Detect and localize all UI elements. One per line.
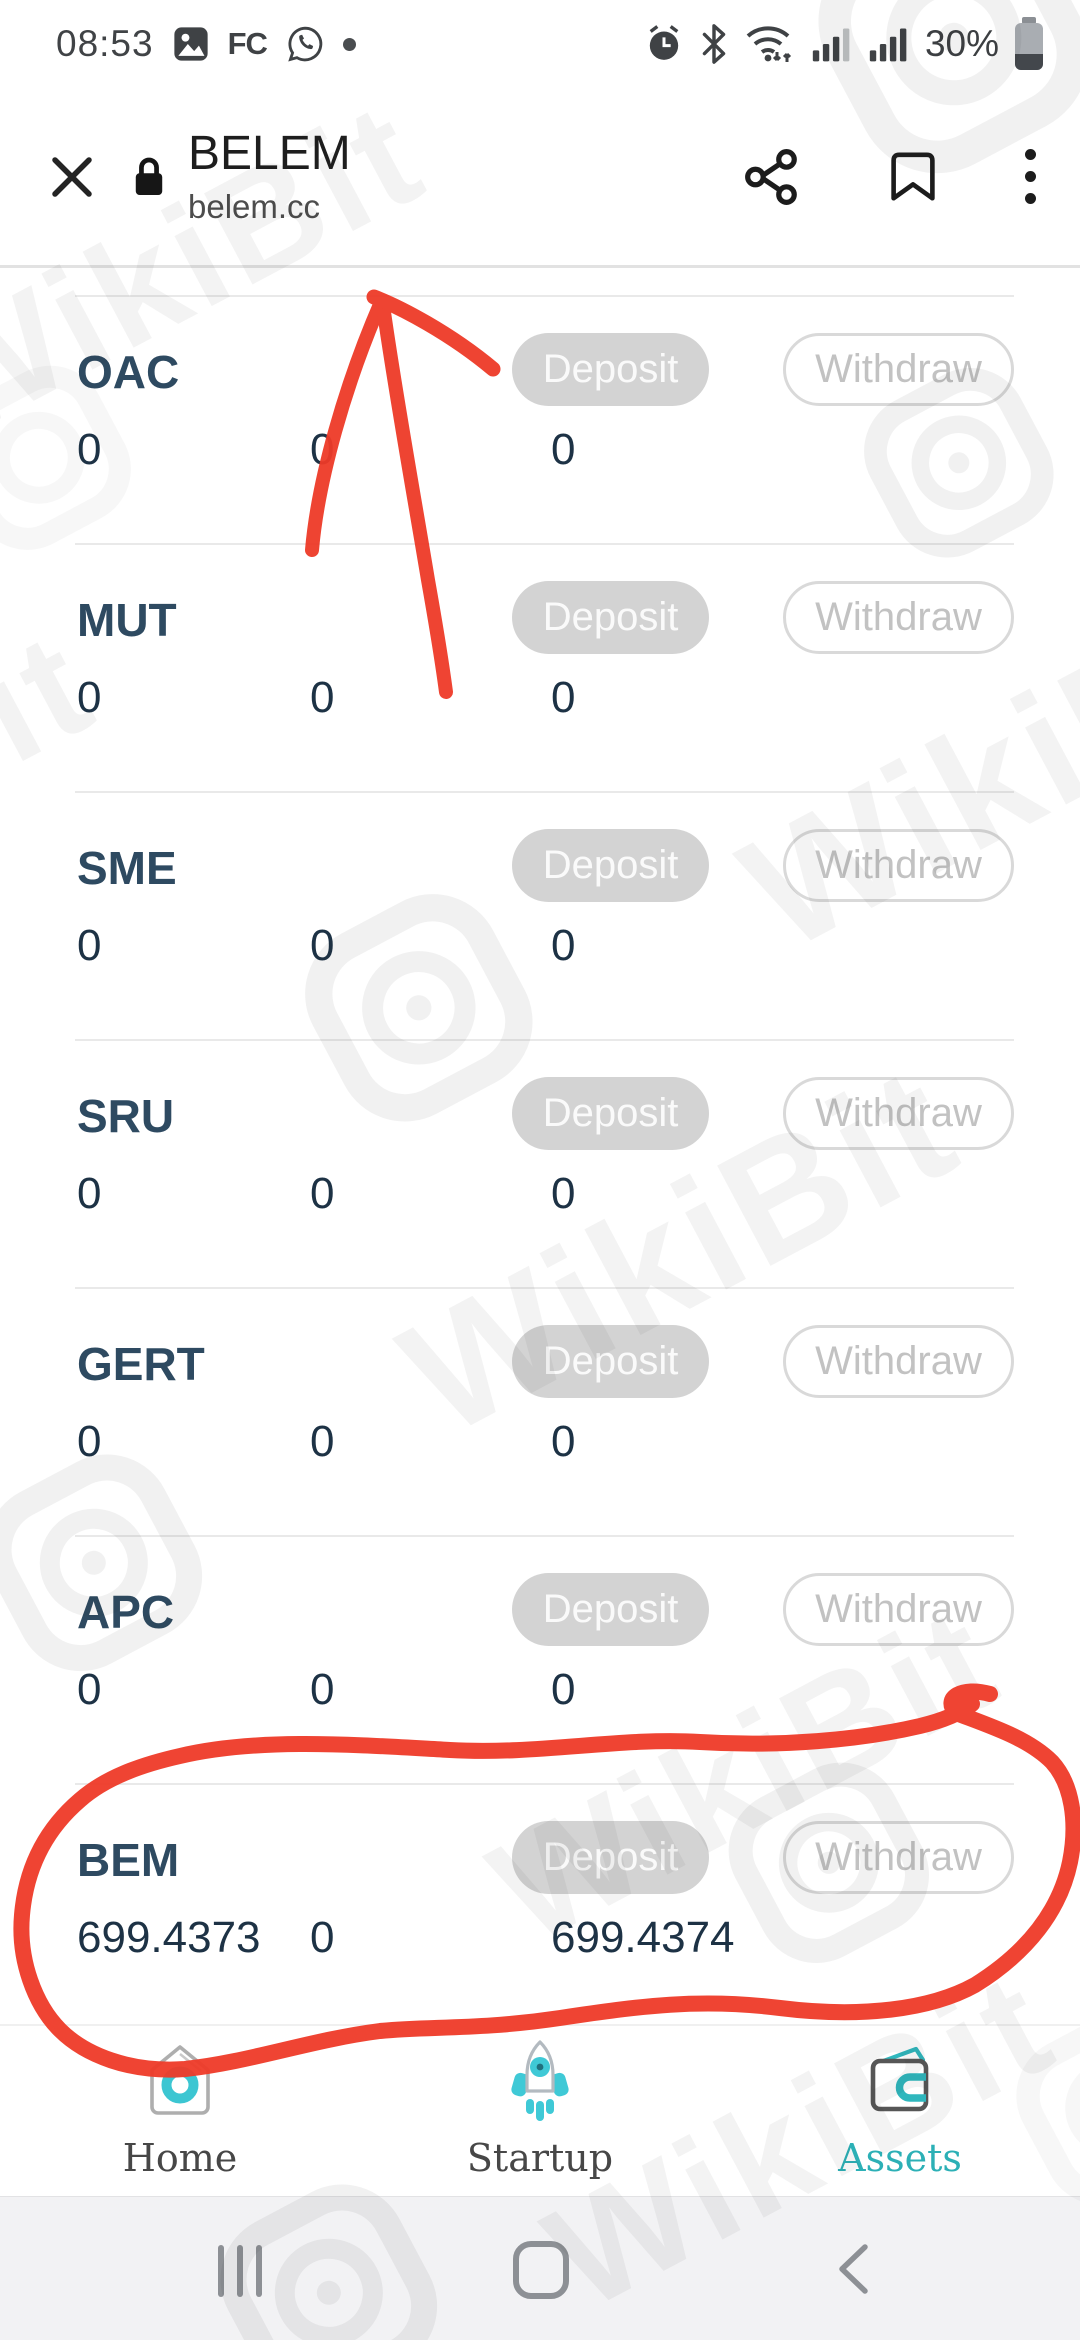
signal-sim2-icon <box>868 23 910 65</box>
gallery-icon <box>172 25 210 63</box>
rocket-icon <box>501 2040 579 2122</box>
deposit-button[interactable]: Deposit <box>512 829 709 902</box>
bottom-nav: Home Startup Assets <box>0 2024 1080 2196</box>
battery-percent: 30% <box>924 23 999 64</box>
asset-balance-frozen: 0 <box>310 1665 335 1714</box>
asset-balance-total: 0 <box>77 921 102 970</box>
page-title: BELEM <box>188 126 351 180</box>
deposit-button[interactable]: Deposit <box>512 1821 709 1894</box>
asset-balance-frozen: 0 <box>310 921 335 970</box>
asset-symbol: BEM <box>77 1834 180 1886</box>
asset-row-apc: APC Deposit Withdraw 0 0 0 <box>75 1535 1014 1783</box>
whatsapp-icon <box>285 24 325 64</box>
share-icon[interactable] <box>743 148 801 206</box>
asset-balance-frozen: 0 <box>310 1417 335 1466</box>
asset-row-sme: SME Deposit Withdraw 0 0 0 <box>75 791 1014 1039</box>
asset-balance-available: 0 <box>551 673 576 722</box>
asset-balance-available: 0 <box>551 1665 576 1714</box>
asset-row-gert: GERT Deposit Withdraw 0 0 0 <box>75 1287 1014 1535</box>
asset-balance-available: 0 <box>551 425 576 474</box>
wifi-icon <box>744 22 796 66</box>
withdraw-button[interactable]: Withdraw <box>783 829 1014 902</box>
asset-balance-total: 699.4373 <box>77 1913 261 1962</box>
status-bar: 08:53 FC 3 <box>0 0 1080 88</box>
bookmark-icon[interactable] <box>889 149 937 205</box>
asset-row-oac: OAC Deposit Withdraw 0 0 0 <box>75 295 1014 543</box>
fc-icon: FC <box>227 26 268 61</box>
asset-balance-available: 699.4374 <box>551 1913 735 1962</box>
asset-symbol: SRU <box>77 1090 175 1142</box>
asset-balance-total: 0 <box>77 1169 102 1218</box>
signal-sim1-icon <box>811 23 853 65</box>
bluetooth-icon <box>699 23 729 65</box>
asset-balance-available: 0 <box>551 1169 576 1218</box>
nav-item-home[interactable]: Home <box>0 2026 360 2196</box>
nav-item-assets[interactable]: Assets <box>720 2026 1080 2196</box>
withdraw-button[interactable]: Withdraw <box>783 1325 1014 1398</box>
home-icon[interactable] <box>513 2241 569 2299</box>
deposit-button[interactable]: Deposit <box>512 581 709 654</box>
asset-symbol: MUT <box>77 594 177 646</box>
asset-balance-total: 0 <box>77 425 102 474</box>
asset-balance-frozen: 0 <box>310 673 335 722</box>
overflow-menu-icon[interactable] <box>1025 149 1036 204</box>
withdraw-button[interactable]: Withdraw <box>783 581 1014 654</box>
nav-label: Home <box>122 2136 238 2180</box>
back-icon[interactable] <box>834 2243 870 2295</box>
asset-balance-frozen: 0 <box>310 425 335 474</box>
close-icon[interactable] <box>48 153 96 201</box>
asset-symbol: APC <box>77 1586 175 1638</box>
asset-balance-frozen: 0 <box>310 1913 335 1962</box>
asset-balance-frozen: 0 <box>310 1169 335 1218</box>
asset-symbol: GERT <box>77 1338 205 1390</box>
deposit-button[interactable]: Deposit <box>512 1077 709 1150</box>
asset-balance-total: 0 <box>77 1665 102 1714</box>
browser-header: BELEM belem.cc <box>0 88 1080 268</box>
home-icon <box>145 2040 215 2122</box>
page-url: belem.cc <box>188 187 321 225</box>
withdraw-button[interactable]: Withdraw <box>783 1821 1014 1894</box>
asset-balance-available: 0 <box>551 921 576 970</box>
nav-item-startup[interactable]: Startup <box>360 2026 720 2196</box>
alarm-icon <box>644 24 684 64</box>
asset-row-bem: BEM Deposit Withdraw 699.4373 0 699.4374 <box>75 1783 1014 2031</box>
nav-label: Startup <box>466 2136 614 2180</box>
asset-row-mut: MUT Deposit Withdraw 0 0 0 <box>75 543 1014 791</box>
asset-balance-available: 0 <box>551 1417 576 1466</box>
clock-time: 08:53 <box>56 23 154 64</box>
nav-label: Assets <box>838 2136 962 2180</box>
withdraw-button[interactable]: Withdraw <box>783 1573 1014 1646</box>
lock-icon <box>132 153 166 201</box>
deposit-button[interactable]: Deposit <box>512 1573 709 1646</box>
asset-list: OAC Deposit Withdraw 0 0 0 MUT Deposit W… <box>0 268 1080 2031</box>
asset-balance-total: 0 <box>77 1417 102 1466</box>
asset-row-sru: SRU Deposit Withdraw 0 0 0 <box>75 1039 1014 1287</box>
deposit-button[interactable]: Deposit <box>512 1325 709 1398</box>
deposit-button[interactable]: Deposit <box>512 333 709 406</box>
more-notifications-dot <box>342 37 356 51</box>
recents-icon[interactable] <box>218 2245 262 2297</box>
withdraw-button[interactable]: Withdraw <box>783 1077 1014 1150</box>
battery-icon <box>1014 17 1044 71</box>
withdraw-button[interactable]: Withdraw <box>783 333 1014 406</box>
asset-symbol: SME <box>77 842 177 894</box>
asset-symbol: OAC <box>77 346 180 398</box>
wallet-icon <box>860 2040 940 2122</box>
page-title-block: BELEM belem.cc <box>188 126 351 225</box>
asset-balance-total: 0 <box>77 673 102 722</box>
android-navigation-bar <box>0 2196 1080 2340</box>
